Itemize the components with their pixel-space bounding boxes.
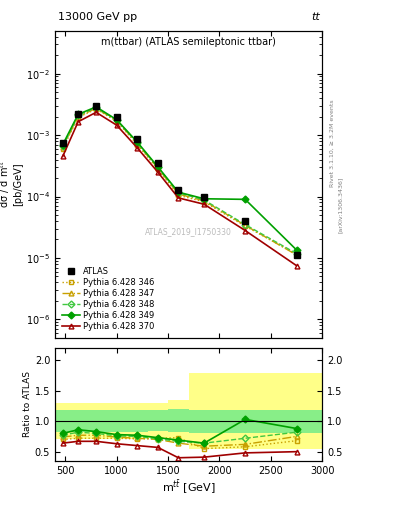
Text: 13000 GeV pp: 13000 GeV pp bbox=[58, 11, 137, 22]
Y-axis label: dσ / d m$^{t\bar{t}}$
[pb/GeV]: dσ / d m$^{t\bar{t}}$ [pb/GeV] bbox=[0, 160, 23, 208]
Legend: ATLAS, Pythia 6.428 346, Pythia 6.428 347, Pythia 6.428 348, Pythia 6.428 349, P: ATLAS, Pythia 6.428 346, Pythia 6.428 34… bbox=[59, 264, 157, 334]
Text: ATLAS_2019_I1750330: ATLAS_2019_I1750330 bbox=[145, 227, 232, 237]
Text: m(ttbar) (ATLAS semileptonic ttbar): m(ttbar) (ATLAS semileptonic ttbar) bbox=[101, 37, 276, 47]
Text: tt: tt bbox=[311, 11, 320, 22]
X-axis label: m$^{t\bar{t}}$ [GeV]: m$^{t\bar{t}}$ [GeV] bbox=[162, 478, 215, 496]
Text: Rivet 3.1.10, ≥ 3.2M events: Rivet 3.1.10, ≥ 3.2M events bbox=[330, 99, 334, 187]
Y-axis label: Ratio to ATLAS: Ratio to ATLAS bbox=[23, 372, 32, 437]
Text: [arXiv:1306.3436]: [arXiv:1306.3436] bbox=[338, 177, 342, 233]
